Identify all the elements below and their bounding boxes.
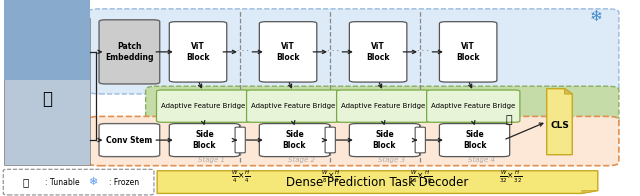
- Text: ViT
Block: ViT Block: [186, 42, 210, 62]
- Text: : Tunable: : Tunable: [45, 178, 80, 187]
- Text: Dense Prediction Task Decoder: Dense Prediction Task Decoder: [286, 176, 468, 189]
- Text: Patch
Embedding: Patch Embedding: [105, 42, 154, 62]
- FancyBboxPatch shape: [157, 90, 250, 122]
- FancyBboxPatch shape: [337, 90, 430, 122]
- FancyBboxPatch shape: [4, 18, 90, 165]
- FancyBboxPatch shape: [246, 90, 340, 122]
- Polygon shape: [157, 171, 598, 193]
- Text: 🐶: 🐶: [42, 90, 52, 108]
- FancyBboxPatch shape: [349, 22, 407, 82]
- FancyBboxPatch shape: [440, 124, 509, 157]
- FancyBboxPatch shape: [88, 9, 619, 94]
- FancyBboxPatch shape: [99, 124, 160, 157]
- Text: Conv Stem: Conv Stem: [106, 136, 152, 145]
- FancyBboxPatch shape: [170, 124, 239, 157]
- Text: 🔥: 🔥: [505, 115, 512, 125]
- Text: ViT
Block: ViT Block: [456, 42, 480, 62]
- Text: · · ·: · · ·: [327, 47, 339, 56]
- FancyBboxPatch shape: [259, 22, 317, 82]
- Text: Stage 3: Stage 3: [378, 156, 405, 162]
- Text: · · ·: · · ·: [237, 47, 249, 56]
- Text: Stage 1: Stage 1: [198, 156, 225, 162]
- Text: $\frac{W}{8}\!\times\!\frac{H}{8}$: $\frac{W}{8}\!\times\!\frac{H}{8}$: [321, 169, 340, 185]
- FancyBboxPatch shape: [3, 169, 154, 195]
- Text: : Frozen: : Frozen: [109, 178, 140, 187]
- Text: $\frac{W}{32}\!\times\!\frac{H}{32}$: $\frac{W}{32}\!\times\!\frac{H}{32}$: [499, 169, 522, 185]
- Text: Adaptive Feature Bridge: Adaptive Feature Bridge: [251, 103, 335, 109]
- Text: ❄: ❄: [590, 9, 603, 24]
- Text: Side
Block: Side Block: [283, 130, 306, 150]
- Text: ❄: ❄: [88, 177, 97, 187]
- Polygon shape: [582, 191, 598, 193]
- Text: CLS: CLS: [550, 121, 569, 130]
- Text: ViT
Block: ViT Block: [366, 42, 390, 62]
- Text: Side
Block: Side Block: [463, 130, 486, 150]
- Text: 🔥: 🔥: [22, 177, 29, 187]
- FancyBboxPatch shape: [99, 20, 160, 84]
- Text: $\frac{W}{16}\!\times\!\frac{H}{16}$: $\frac{W}{16}\!\times\!\frac{H}{16}$: [408, 169, 432, 185]
- FancyBboxPatch shape: [259, 124, 330, 157]
- Text: · · ·: · · ·: [417, 47, 429, 56]
- FancyBboxPatch shape: [170, 22, 227, 82]
- FancyBboxPatch shape: [325, 127, 335, 153]
- Text: Adaptive Feature Bridge: Adaptive Feature Bridge: [161, 103, 245, 109]
- FancyBboxPatch shape: [235, 127, 245, 153]
- Text: $\frac{W}{4}\!\times\!\frac{H}{4}$: $\frac{W}{4}\!\times\!\frac{H}{4}$: [230, 169, 250, 185]
- FancyBboxPatch shape: [349, 124, 420, 157]
- FancyBboxPatch shape: [427, 90, 520, 122]
- Text: Side
Block: Side Block: [372, 130, 396, 150]
- FancyBboxPatch shape: [146, 86, 619, 126]
- Polygon shape: [547, 89, 572, 155]
- FancyBboxPatch shape: [4, 0, 90, 80]
- Text: Stage 2: Stage 2: [288, 156, 315, 162]
- Text: ViT
Block: ViT Block: [276, 42, 300, 62]
- Text: Stage 4: Stage 4: [468, 156, 495, 162]
- Text: Side
Block: Side Block: [193, 130, 216, 150]
- Text: Adaptive Feature Bridge: Adaptive Feature Bridge: [431, 103, 515, 109]
- Polygon shape: [564, 89, 572, 94]
- Text: Adaptive Feature Bridge: Adaptive Feature Bridge: [341, 103, 426, 109]
- FancyBboxPatch shape: [88, 116, 619, 166]
- FancyBboxPatch shape: [415, 127, 426, 153]
- FancyBboxPatch shape: [440, 22, 497, 82]
